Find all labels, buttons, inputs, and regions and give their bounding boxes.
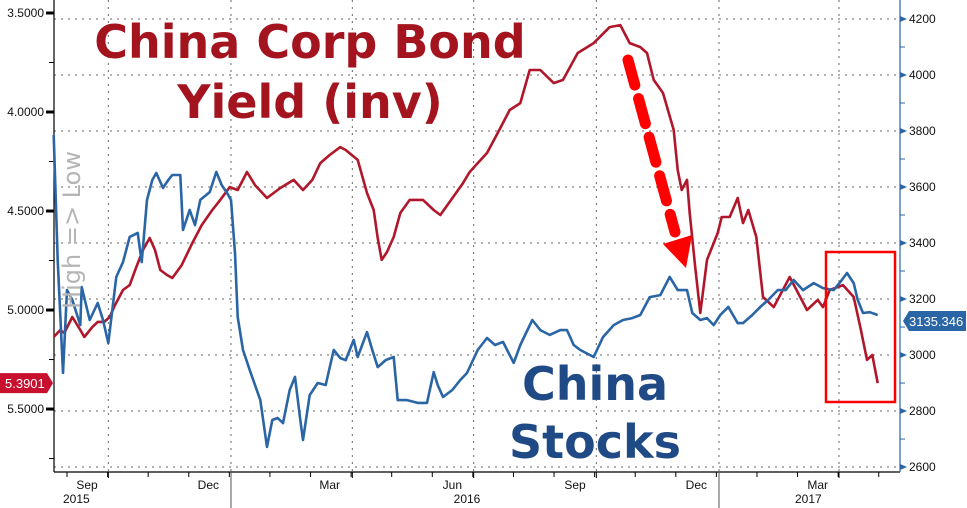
bond-yield-title-line2: Yield (inv) — [176, 75, 443, 129]
stocks-last-value-badge — [903, 311, 966, 331]
left-tick-label: 4.5000 — [7, 204, 44, 218]
left-tick-label: 5.0000 — [7, 303, 44, 317]
right-tick-label: 4000 — [909, 68, 936, 82]
left-tick — [46, 11, 54, 15]
x-month-label: Mar — [807, 478, 828, 492]
x-month-label: Dec — [198, 478, 219, 492]
right-tick-label: 2600 — [909, 460, 936, 474]
x-month-label: Dec — [686, 478, 707, 492]
left-tick — [46, 209, 54, 213]
bond-yield-title-line1: China Corp Bond — [94, 15, 525, 69]
right-tick — [900, 240, 907, 247]
left-tick-label: 5.5000 — [7, 402, 44, 416]
x-month-label: Sep — [564, 478, 586, 492]
stocks-title-line2: Stocks — [509, 415, 681, 469]
right-tick-label: 3600 — [909, 180, 936, 194]
right-tick-label: 3800 — [909, 124, 936, 138]
right-tick — [900, 408, 907, 415]
left-tick — [46, 308, 54, 312]
right-tick-label: 3400 — [909, 236, 936, 250]
right-tick — [900, 464, 907, 471]
series-line-stocks — [52, 134, 879, 449]
right-tick-label: 4200 — [909, 12, 936, 26]
right-tick — [900, 128, 907, 135]
left-tick — [46, 407, 54, 411]
arrow-head-icon — [663, 235, 692, 268]
x-year-label: 2017 — [795, 492, 822, 506]
left-tick-label: 3.5000 — [7, 6, 44, 20]
right-tick — [900, 296, 907, 303]
right-tick — [900, 352, 907, 359]
right-tick-label: 3000 — [909, 348, 936, 362]
x-year-label: 2015 — [63, 492, 90, 506]
bond-last-value-text: 5.3901 — [5, 376, 45, 391]
stocks-title-line1: China — [522, 357, 668, 411]
right-tick-label: 2800 — [909, 404, 936, 418]
right-tick — [900, 72, 907, 79]
left-axis-label: High => Low — [58, 151, 86, 309]
highlight-box — [824, 250, 897, 404]
x-month-label: Sep — [76, 478, 98, 492]
left-tick — [46, 110, 54, 114]
right-tick — [900, 16, 907, 22]
x-year-label: 2016 — [454, 492, 481, 506]
stocks-last-value-text: 3135.346 — [909, 314, 963, 329]
bond-last-value-badge — [0, 373, 53, 394]
right-tick-label: 3200 — [909, 292, 936, 306]
x-month-label: Mar — [319, 478, 340, 492]
left-tick-label: 4.0000 — [7, 105, 44, 119]
dashed-arrow-shaft — [622, 54, 681, 238]
x-month-label: Jun — [443, 478, 462, 492]
right-tick — [900, 184, 907, 191]
